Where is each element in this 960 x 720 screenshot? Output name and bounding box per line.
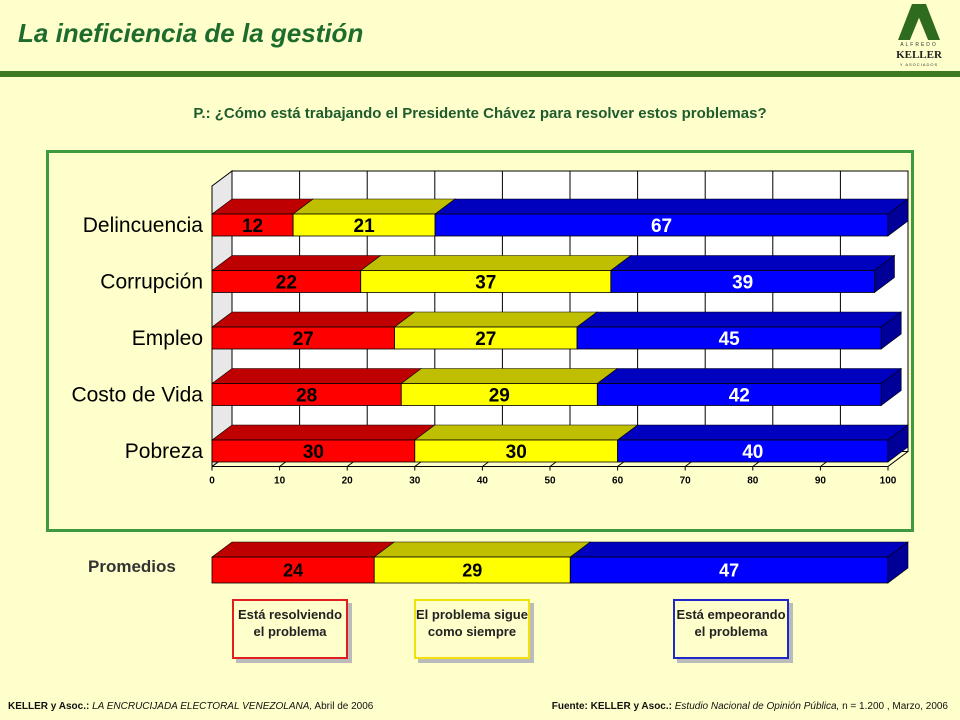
x-tick-label: 80 (747, 476, 759, 487)
footer-left-publication: LA ENCRUCIJADA ELECTORAL VENEZOLANA, (92, 701, 313, 712)
footer-right-study: Estudio Nacional de Opinión Pública, (674, 701, 840, 712)
keller-logo: ALFREDO KELLER Y ASOCIADOS (892, 4, 946, 68)
x-tick-label: 70 (680, 476, 692, 487)
bar-segment (211, 556, 375, 584)
bar-value-label: 27 (475, 329, 496, 350)
bar-end-face (887, 541, 909, 584)
bar-value-label: 45 (719, 329, 741, 350)
legend-worsening: Está empeorando el problema (673, 599, 789, 659)
bar-row: 28 29 42 (211, 367, 903, 407)
logo-name-text: KELLER (896, 49, 942, 61)
averages-stack: 24 29 47 (211, 541, 909, 584)
x-tick-label: 50 (544, 476, 556, 487)
page-title: La ineficiencia de la gestión (18, 18, 364, 48)
bar-segment (569, 556, 889, 584)
x-tick-label: 30 (409, 476, 421, 487)
bar-value-label: 27 (293, 329, 314, 350)
category-label: Costo de Vida (71, 384, 203, 407)
bar-row: 30 30 40 (211, 424, 909, 463)
bar-value-label: 67 (651, 216, 672, 237)
bar-value-label: 22 (276, 272, 297, 293)
bar-value-label: 30 (506, 442, 527, 463)
bar-value-label: 40 (742, 442, 763, 463)
bar-value-label: 30 (303, 442, 324, 463)
bar-end-face (880, 367, 902, 407)
footer-left: KELLER y Asoc.: LA ENCRUCIJADA ELECTORAL… (8, 701, 373, 712)
bar-value-label: 24 (283, 560, 303, 580)
survey-question: P.: ¿Cómo está trabajando el Presidente … (193, 105, 767, 122)
bar-segment-top (569, 541, 909, 558)
bar-value-label: 42 (729, 385, 750, 406)
legend-same: El problema sigue como siempre (414, 599, 530, 659)
footer-right-source: Fuente: KELLER y Asoc.: (551, 701, 672, 712)
x-tick-label: 10 (274, 476, 286, 487)
bar-end-face (887, 424, 909, 463)
bar-row: 27 27 45 (211, 311, 903, 350)
bar-segment (373, 556, 571, 584)
category-label: Pobreza (125, 440, 204, 463)
gridline-floor (887, 451, 909, 467)
bar-value-label: 39 (732, 272, 753, 293)
bar-value-label: 37 (475, 272, 496, 293)
bar-end-face (874, 254, 895, 294)
logo-bottom-text: Y ASOCIADOS (899, 62, 939, 67)
bar-end-face (887, 198, 909, 237)
bar-row: 22 37 39 (211, 254, 896, 294)
x-tick-label: 60 (612, 476, 624, 487)
x-tick-label: 0 (209, 476, 215, 487)
logo-top-text: ALFREDO (900, 42, 938, 48)
bar-value-label: 29 (489, 385, 510, 406)
bar-value-label: 47 (719, 560, 739, 580)
bar-segment-top (211, 541, 396, 558)
bar-segment-top (373, 541, 592, 558)
x-tick-label: 100 (880, 476, 897, 487)
x-tick-label: 20 (342, 476, 354, 487)
bar-value-label: 21 (354, 216, 376, 237)
keller-logo-mark-icon (898, 4, 940, 40)
header-divider (0, 71, 960, 77)
chart-frame (46, 150, 914, 532)
x-tick-label: 90 (815, 476, 827, 487)
footer-right: Fuente: KELLER y Asoc.: Estudio Nacional… (552, 701, 948, 712)
category-label: Delincuencia (83, 214, 204, 237)
averages-label: Promedios (88, 557, 176, 576)
bar-value-label: 12 (242, 216, 263, 237)
bar-row: 12 21 67 (211, 198, 909, 237)
footer-left-date: Abril de 2006 (314, 701, 374, 712)
legend-resolving: Está resolviendo el problema (232, 599, 348, 659)
bar-end-face (880, 311, 902, 350)
bar-value-label: 28 (296, 385, 317, 406)
footer-left-author: KELLER y Asoc.: (8, 701, 90, 712)
bar-value-label: 29 (462, 560, 482, 580)
category-label: Empleo (132, 327, 203, 350)
footer-right-sample: n = 1.200 , Marzo, 2006 (842, 701, 948, 712)
category-label: Corrupción (100, 271, 203, 294)
x-tick-label: 40 (477, 476, 489, 487)
